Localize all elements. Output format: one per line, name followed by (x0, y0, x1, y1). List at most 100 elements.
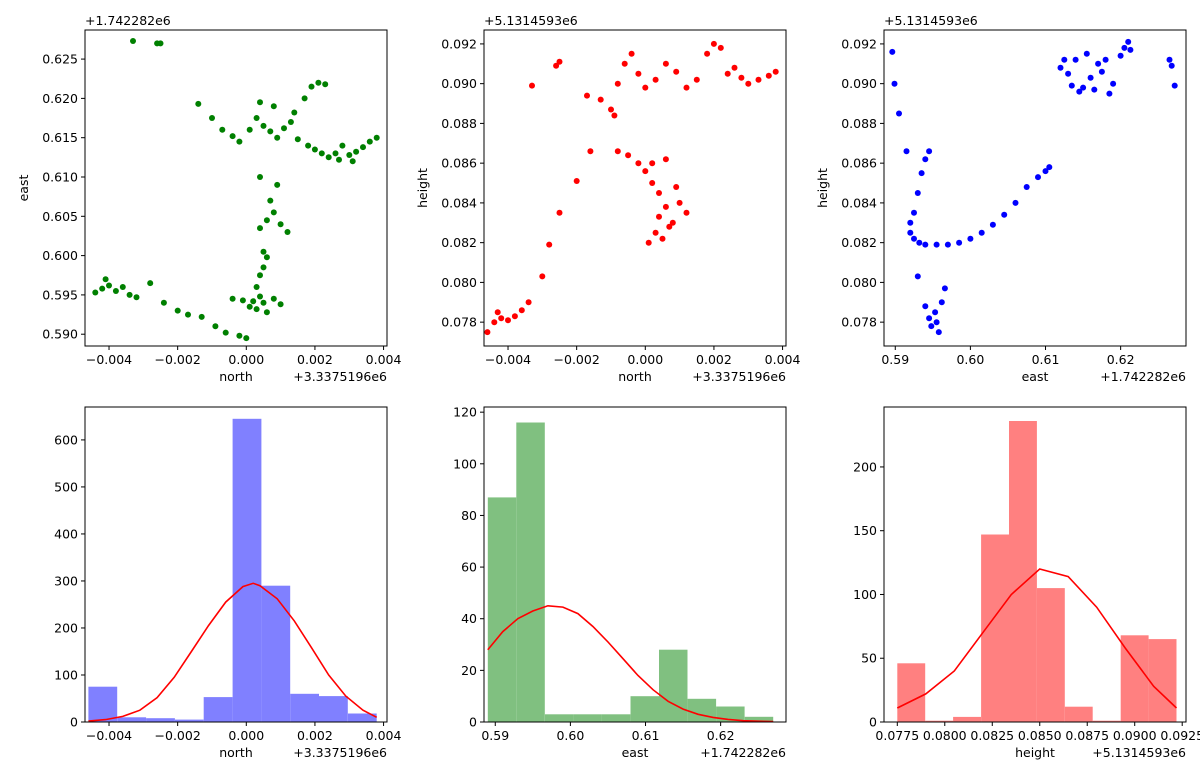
scatter-point (1012, 199, 1019, 206)
histogram-bar (1009, 421, 1037, 722)
scatter-point (308, 83, 315, 90)
x-axis-label: height (1015, 745, 1055, 760)
scatter-point (922, 241, 929, 248)
scatter-point (267, 197, 274, 204)
scatter-point (336, 156, 342, 163)
scatter-point (903, 148, 910, 155)
scatter-point (257, 293, 263, 300)
scatter-point (229, 133, 236, 140)
y-tick-label: 50 (861, 651, 877, 666)
scatter-point (257, 225, 263, 232)
y-tick-label: 60 (461, 560, 477, 575)
scatter-point (1065, 70, 1072, 77)
axes-frame (84, 29, 388, 347)
x-tick-label: 0.0850 (1018, 728, 1062, 743)
scatter-point (1068, 82, 1075, 89)
scatter-point (301, 95, 308, 102)
scatter-point (1095, 60, 1102, 67)
scatter-point (745, 80, 752, 87)
scatter-point (174, 307, 181, 314)
x-tick-label: 0.0875 (1065, 728, 1109, 743)
scatter-point (102, 276, 109, 283)
y-tick-label: 0 (469, 715, 477, 730)
subplot-2: −0.004 −0.002 0.000 0.002 0.004 0.078 0.080 0.0… (415, 13, 801, 384)
scatter-point (491, 319, 498, 326)
y-tick-label: 0.610 (42, 169, 78, 184)
scatter-point (659, 235, 666, 242)
y-axis-label: height (815, 168, 830, 208)
scatter-point (198, 313, 205, 320)
histogram-bar (1064, 706, 1093, 722)
scatter-point (253, 306, 260, 313)
scatter-point (311, 146, 318, 153)
scatter-point (315, 79, 322, 86)
scatter-point (938, 299, 945, 306)
scatter-point (896, 110, 902, 117)
histogram-bar (487, 497, 517, 722)
scatter-point (505, 317, 511, 324)
histogram-bar (174, 719, 204, 722)
x-tick-label: 0.004 (366, 352, 402, 367)
scatter-point (928, 323, 935, 330)
y-tick-label: 100 (453, 456, 477, 471)
scatter-point (584, 92, 590, 99)
scatter-point (933, 241, 940, 248)
scatter-point (1083, 50, 1090, 57)
y-tick-label: 120 (453, 405, 477, 420)
x-tick-label: −0.004 (86, 352, 132, 367)
scatter-point (318, 150, 325, 157)
scatter-point (1001, 211, 1008, 218)
scatter-point (1072, 56, 1079, 63)
x-tick-label: 0.62 (707, 728, 735, 743)
scatter-point (717, 44, 724, 51)
histogram-bar (261, 585, 291, 722)
scatter-point (1042, 168, 1049, 175)
y-tick-label: 100 (853, 587, 877, 602)
y-axis-label: east (16, 175, 31, 202)
scatter-point (1087, 74, 1094, 81)
scatter-point (1110, 80, 1117, 87)
scatter-point (373, 134, 380, 141)
histogram-bar (347, 713, 377, 722)
scatter-point (662, 60, 669, 67)
y-tick-label: 0.082 (841, 235, 877, 250)
scatter-point (287, 119, 294, 125)
density-curve (896, 568, 1178, 709)
histogram-bar (290, 693, 319, 722)
x-offset-label: +1.742282e6 (700, 745, 786, 760)
scatter-point (1076, 88, 1083, 95)
scatter-point (1102, 56, 1109, 63)
histogram-bar (203, 697, 233, 722)
axes-frame (883, 29, 1187, 347)
scatter-point (212, 323, 219, 330)
y-tick-label: 300 (54, 573, 78, 588)
scatter-point (195, 100, 202, 107)
scatter-point (1171, 82, 1178, 89)
scatter-point (1046, 164, 1053, 171)
x-tick-label: −0.004 (485, 352, 531, 367)
scatter-point (498, 315, 505, 322)
scatter-point (525, 299, 532, 306)
scatter-point (260, 264, 267, 271)
scatter-point (662, 203, 669, 210)
scatter-point (889, 48, 896, 55)
scatter-point (1091, 86, 1098, 93)
scatter-point (649, 180, 656, 186)
histogram-bar (659, 649, 688, 722)
scatter-point (891, 80, 898, 87)
scatter-point (911, 209, 917, 216)
scatter-point (257, 99, 263, 106)
scatter-point (933, 319, 940, 326)
scatter-point (239, 297, 246, 304)
x-tick-label: 0.0800 (923, 728, 967, 743)
scatter-point (260, 248, 267, 255)
histogram-bar (1120, 635, 1149, 722)
scatter-point (710, 40, 717, 47)
scatter-point (642, 168, 649, 175)
histogram-bar (1036, 588, 1065, 722)
scatter-point (92, 289, 99, 296)
scatter-point (652, 76, 659, 83)
scatter-point (260, 122, 267, 129)
scatter-point (130, 38, 136, 44)
